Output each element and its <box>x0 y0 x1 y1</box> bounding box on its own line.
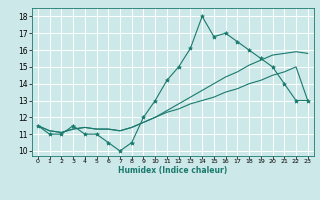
X-axis label: Humidex (Indice chaleur): Humidex (Indice chaleur) <box>118 166 228 175</box>
